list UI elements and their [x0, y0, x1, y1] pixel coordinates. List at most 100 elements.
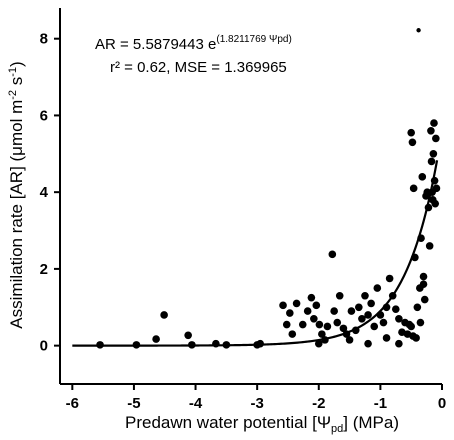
data-point — [407, 322, 415, 331]
x-axis-title-suffix: ] (MPa) — [343, 413, 399, 432]
y-tick-label: 4 — [40, 184, 49, 201]
data-point — [431, 199, 440, 208]
y-axis-title-prefix: Assimilation rate [AR] (μmol m — [7, 100, 26, 329]
x-axis-title: Predawn water potential [Ψpd] (MPa) — [125, 413, 399, 435]
data-point — [432, 184, 441, 193]
data-point — [279, 301, 287, 310]
data-point — [416, 28, 421, 33]
data-point — [388, 291, 397, 300]
data-point — [411, 253, 419, 262]
x-tick-label: -4 — [189, 395, 203, 412]
data-point — [418, 173, 427, 181]
x-tick-label: -6 — [66, 395, 79, 412]
data-point — [364, 339, 372, 348]
y-tick-label: 0 — [40, 338, 48, 355]
data-point — [417, 234, 425, 243]
data-point — [222, 341, 231, 349]
data-point — [432, 134, 440, 143]
data-point — [132, 341, 141, 349]
data-point — [286, 309, 294, 317]
data-point — [303, 307, 312, 315]
data-point — [333, 318, 342, 327]
data-point — [288, 330, 297, 338]
data-point — [364, 311, 372, 319]
y-axis-title-mid: s — [7, 77, 26, 90]
y-axis-title: Assimilation rate [AR] (μmol m-2 s-1) — [7, 61, 26, 328]
data-point — [409, 332, 417, 340]
x-tick-label: -3 — [250, 395, 263, 412]
data-point — [310, 314, 318, 323]
data-point — [430, 119, 438, 127]
y-axis-title-sup2: -1 — [7, 67, 19, 77]
data-point — [382, 303, 391, 312]
data-point — [318, 330, 326, 338]
data-point — [160, 311, 168, 319]
data-point — [427, 157, 436, 166]
data-point — [282, 320, 291, 329]
equation-annotation-line2: r² = 0.62, MSE = 1.369965 — [110, 59, 287, 76]
data-point — [382, 334, 391, 342]
data-point — [429, 149, 438, 158]
equation-annotation-line1: AR = 5.5879443 e(1.8211769 Ψpd) — [95, 34, 292, 53]
data-point — [391, 305, 400, 313]
y-axis-title-suffix: ) — [7, 61, 26, 67]
data-point — [339, 324, 348, 333]
data-point — [314, 339, 323, 348]
data-point — [427, 126, 435, 135]
data-point — [407, 128, 415, 137]
data-points — [96, 28, 441, 349]
data-point — [425, 242, 434, 250]
x-tick-label: -5 — [127, 395, 140, 412]
data-point — [430, 176, 439, 185]
x-axis-title-prefix: Predawn water potential [Ψ — [125, 413, 331, 432]
data-point — [292, 299, 301, 308]
data-point — [315, 320, 324, 329]
data-point — [358, 314, 366, 323]
data-point — [152, 335, 160, 343]
data-point — [395, 339, 403, 348]
data-point — [351, 326, 360, 335]
data-point — [408, 138, 417, 147]
y-tick-label: 2 — [40, 261, 48, 278]
data-point — [342, 330, 351, 338]
data-point — [409, 184, 418, 193]
data-point — [361, 291, 369, 300]
data-point — [416, 318, 425, 327]
data-point — [335, 291, 344, 300]
y-axis-ticks: 0 2 4 6 8 — [40, 31, 60, 355]
data-point — [323, 322, 332, 331]
data-point — [413, 303, 422, 312]
data-point — [212, 339, 220, 348]
data-point — [321, 336, 329, 344]
x-tick-label: 0 — [438, 395, 446, 412]
data-point — [355, 303, 363, 312]
y-tick-label: 8 — [40, 31, 48, 48]
x-axis-title-sub: pd — [331, 423, 343, 435]
data-point — [395, 314, 403, 323]
equation-prefix: AR = 5.5879443 e — [95, 36, 216, 53]
data-point — [328, 250, 337, 259]
data-point — [376, 311, 385, 319]
y-axis-title-sup1: -2 — [7, 90, 19, 100]
equation-exponent: (1.8211769 Ψpd) — [216, 34, 291, 45]
data-point — [96, 341, 104, 349]
x-axis-ticks: -6 -5 -4 -3 -2 -1 0 — [66, 384, 446, 412]
data-point — [184, 331, 192, 340]
axes — [59, 8, 442, 385]
data-point — [419, 272, 428, 281]
data-point — [424, 203, 433, 212]
data-point — [188, 341, 196, 349]
data-point — [367, 299, 375, 308]
data-point — [307, 293, 316, 302]
data-point — [345, 336, 354, 344]
data-point — [298, 320, 307, 329]
x-tick-label: -2 — [312, 395, 325, 412]
y-tick-label: 6 — [40, 107, 48, 124]
data-point — [312, 301, 321, 310]
data-point — [330, 307, 338, 315]
data-point — [347, 307, 356, 315]
data-point — [419, 280, 428, 289]
data-point — [385, 274, 394, 283]
data-point — [420, 295, 429, 304]
